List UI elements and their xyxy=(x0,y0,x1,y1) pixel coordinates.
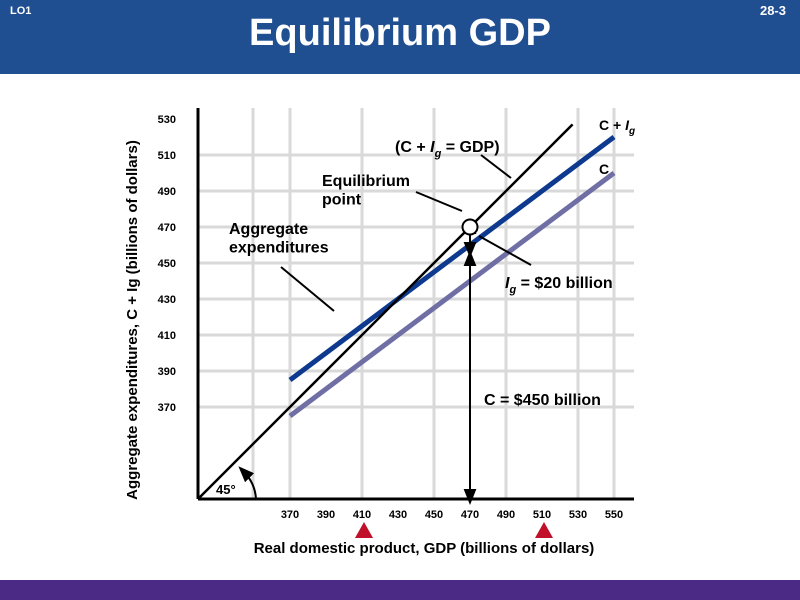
annotations: 45° C + Ig​ C (C + Ig​ = GDP) Ig​ = $20 bill… xyxy=(216,117,635,538)
x-tick-label: 370 xyxy=(281,509,299,521)
y-tick-label: 470 xyxy=(158,222,176,234)
y-tick-label: 490 xyxy=(158,186,176,198)
gdp-line-label: (C + Ig​ = GDP) xyxy=(395,139,500,160)
learning-objective: LO1 xyxy=(10,5,32,17)
series-line xyxy=(288,171,616,418)
ig-leader xyxy=(478,235,532,266)
y-tick-label: 510 xyxy=(158,150,176,162)
y-tick-label: 370 xyxy=(158,402,176,414)
x-tick-label: 510 xyxy=(533,509,551,521)
plot-area xyxy=(198,108,634,499)
y-axis-title: Aggregate expenditures, C + Ig (billions… xyxy=(124,140,141,500)
ig-label: Ig​ = $20 billion xyxy=(505,275,613,296)
y-tick-label: 430 xyxy=(158,294,176,306)
x-tick-label: 470 xyxy=(461,509,479,521)
series-label-c-plus-ig: C + Ig​ xyxy=(599,117,635,137)
aggregate-leader xyxy=(280,266,335,312)
y-tick-label: 530 xyxy=(158,114,176,126)
x-tick-label: 450 xyxy=(425,509,443,521)
y-tick-label: 410 xyxy=(158,330,176,342)
x-tick-label: 530 xyxy=(569,509,587,521)
series-label-c: C xyxy=(599,161,609,177)
equilibrium-chart: 370 390 410 430 450 470 490 510 530 5503703904104… xyxy=(124,108,635,557)
x-tick-label: 390 xyxy=(317,509,335,521)
tick-labels: 370 390 410 430 450 470 490 510 530 550 370 390 410 4… xyxy=(124,114,623,557)
y-tick-label: 390 xyxy=(158,366,176,378)
x-axis-title: Real domestic product, GDP (billions of … xyxy=(254,540,595,557)
gdp-line-leader xyxy=(480,154,512,179)
x-tick-label: 550 xyxy=(605,509,623,521)
series-line xyxy=(197,123,574,500)
x-tick-label: 410 xyxy=(353,509,371,521)
c-value-label: C = $450 billion xyxy=(484,392,601,409)
axes xyxy=(196,108,634,501)
slide-title: Equilibrium GDP xyxy=(249,12,551,54)
slide-number: 28-3 xyxy=(759,3,786,18)
title-bar xyxy=(0,0,800,74)
equilibrium-point-marker xyxy=(461,218,479,236)
series-lines xyxy=(197,123,616,500)
y-tick-label: 450 xyxy=(158,258,176,270)
angle-arc xyxy=(238,466,257,500)
aggregate-expenditures-label: Aggregate expenditures xyxy=(229,221,329,256)
equilibrium-leader xyxy=(415,191,463,212)
equilibrium-point-label: Equilibrium point xyxy=(322,173,410,208)
triangle-marker xyxy=(355,522,373,538)
series-line xyxy=(288,135,616,382)
angle-label: 45° xyxy=(216,482,236,497)
x-tick-label: 490 xyxy=(497,509,515,521)
x-tick-label: 430 xyxy=(389,509,407,521)
triangle-marker xyxy=(535,522,553,538)
footer-bar xyxy=(0,580,800,600)
